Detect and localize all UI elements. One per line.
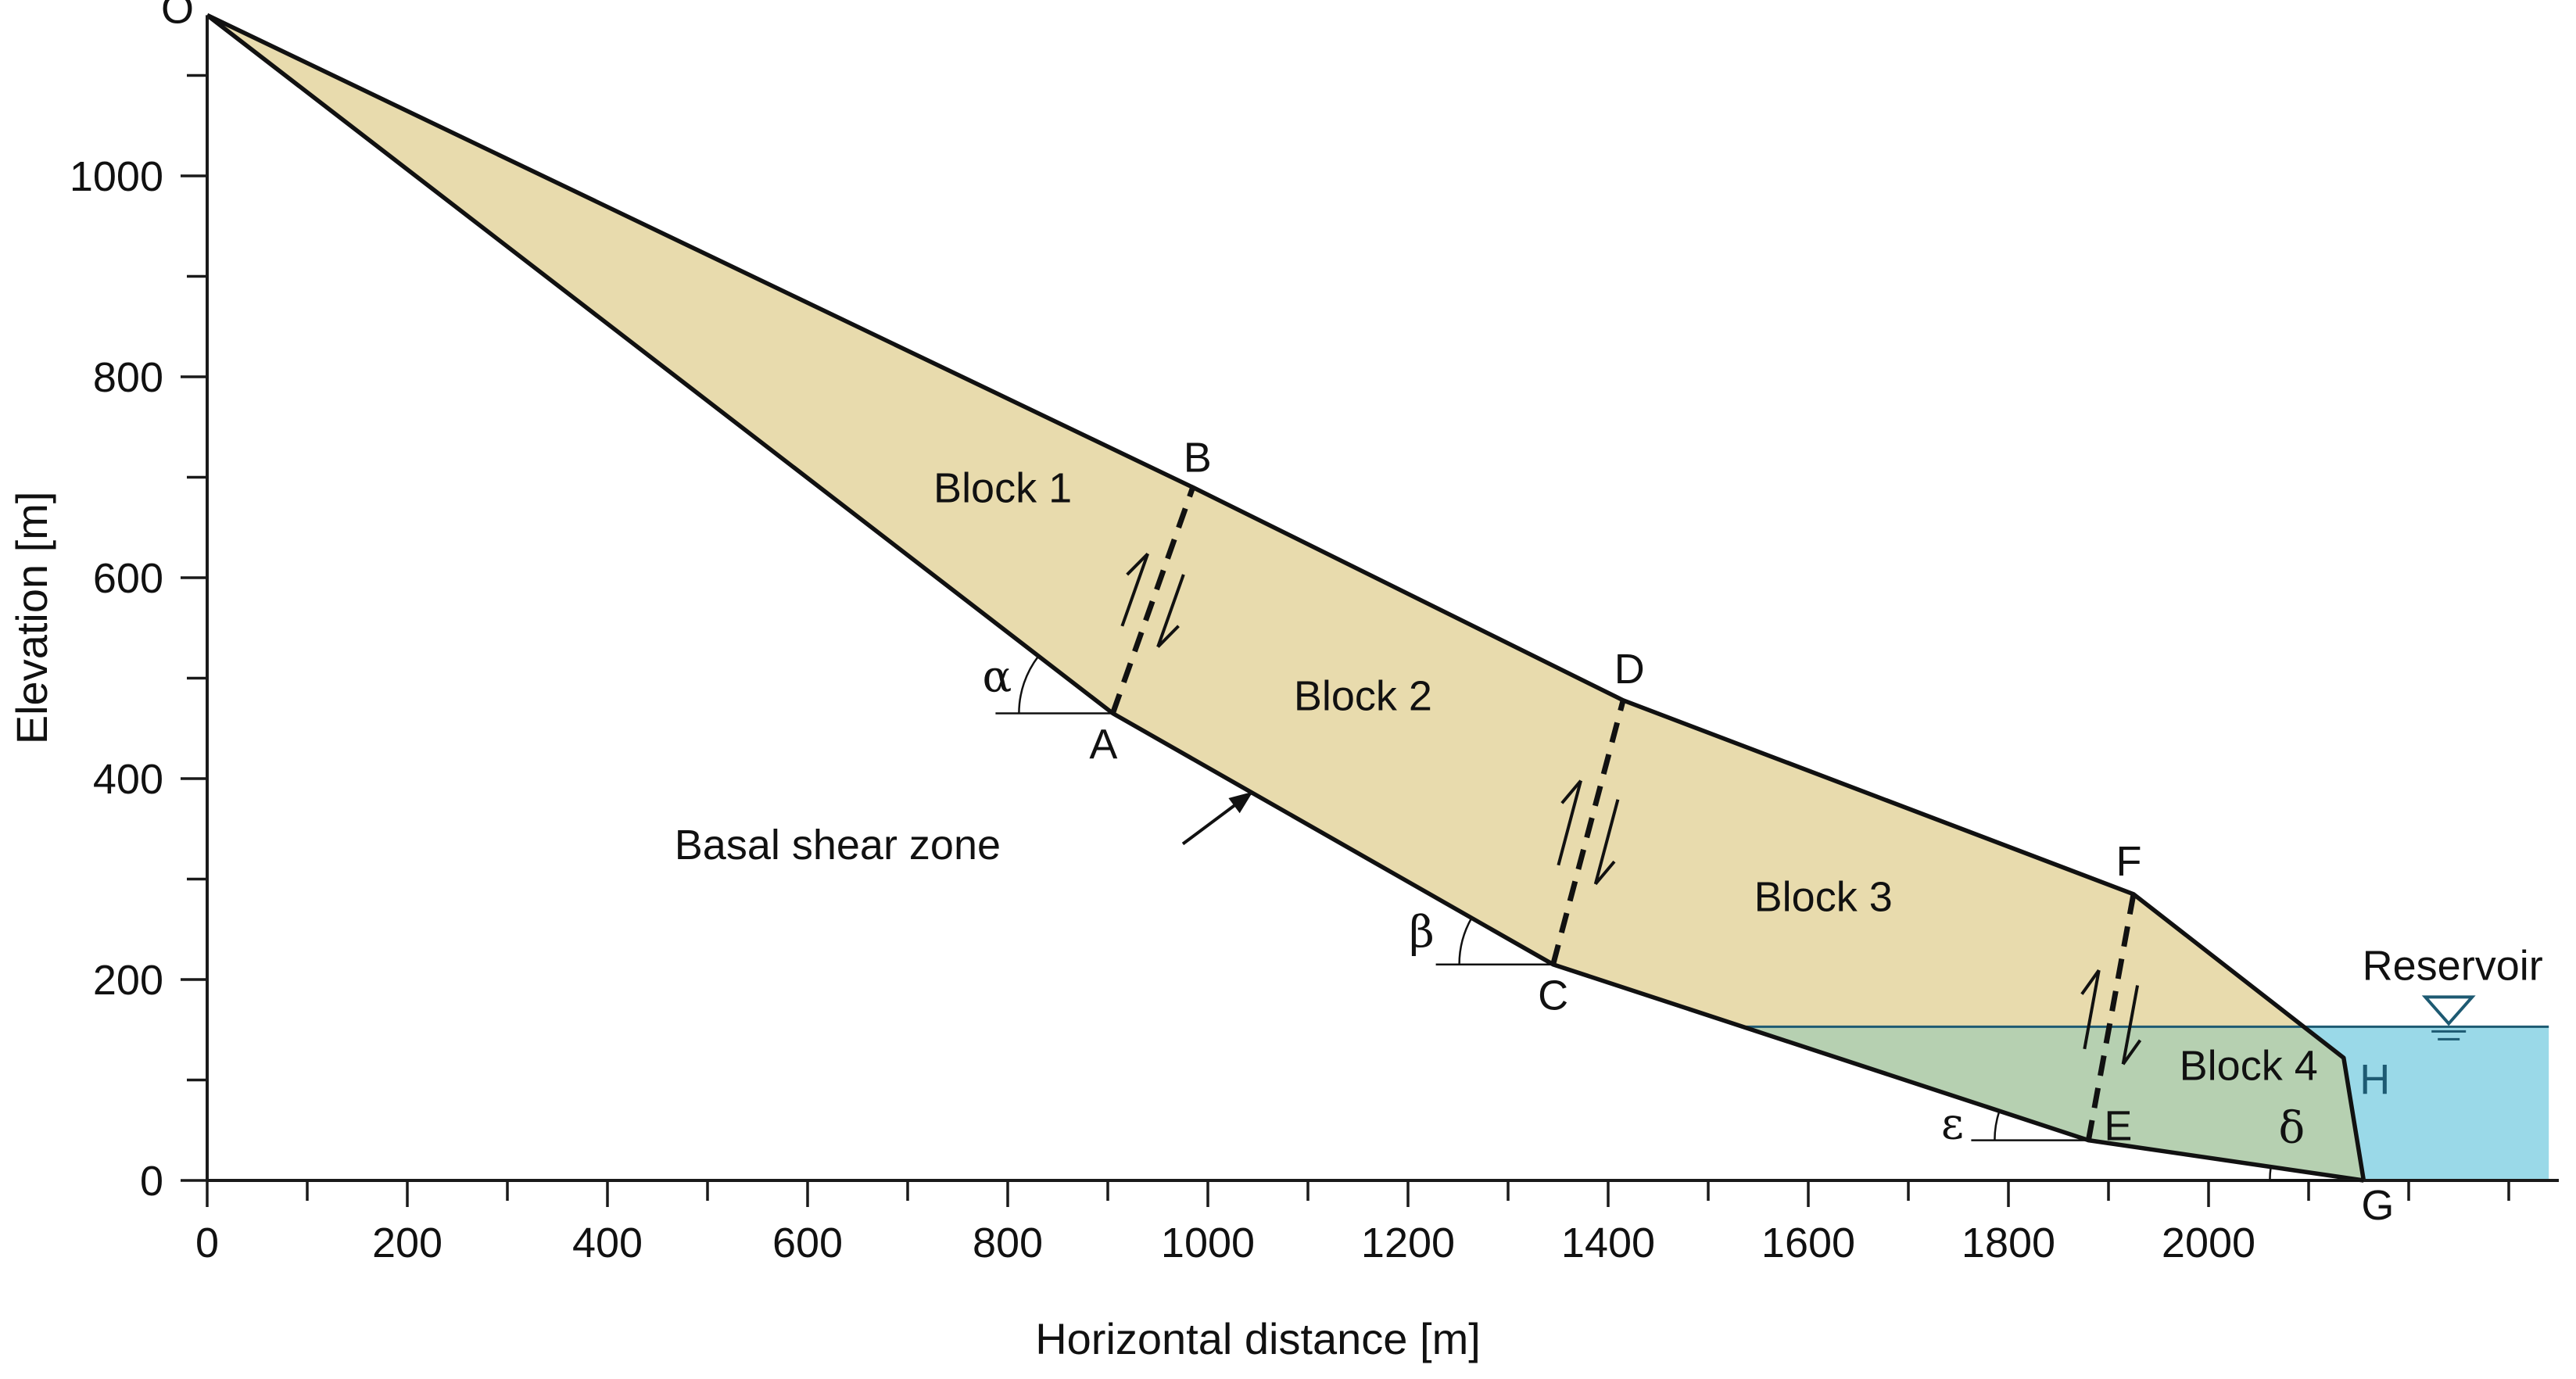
angle-alpha-arc — [1018, 655, 1040, 714]
fault-layer — [1110, 486, 2142, 1141]
y-tick-label: 400 — [93, 756, 163, 803]
basal-shear-zone-label: Basal shear zone — [675, 822, 1001, 869]
x-tick-label: 200 — [372, 1220, 442, 1266]
angle-delta-symbol: δ — [2279, 1103, 2306, 1154]
x-tick-label: 800 — [973, 1220, 1043, 1266]
x-axis-title: Horizontal distance [m] — [1035, 1314, 1481, 1363]
x-tick-label: 600 — [772, 1220, 843, 1266]
x-tick-label: 1800 — [1962, 1220, 2055, 1266]
block-label-4: Block 4 — [2180, 1043, 2318, 1090]
shear-arrow-right — [1120, 553, 1149, 627]
shear-arrow-right-head — [2080, 969, 2101, 995]
point-label-C: C — [1538, 972, 1568, 1019]
angle-layer: α β ε δ — [982, 651, 2364, 1182]
angle-beta-symbol: β — [1409, 908, 1434, 958]
point-label-G: G — [2361, 1182, 2394, 1229]
point-label-H: H — [2359, 1056, 2390, 1103]
y-tick-label: 600 — [93, 555, 163, 602]
reservoir-water-layer — [2303, 1026, 2549, 1180]
point-label-F: F — [2116, 838, 2142, 885]
shear-arrow-left — [1156, 574, 1185, 648]
x-tick-label: 1200 — [1361, 1220, 1455, 1266]
y-tick-label: 800 — [93, 354, 163, 401]
point-label-E: E — [2104, 1103, 2132, 1150]
shear-arrow-left — [1593, 799, 1620, 885]
angle-alpha-symbol: α — [982, 651, 1012, 702]
y-tick-label: 200 — [93, 957, 163, 1004]
point-label-O: O — [161, 0, 194, 32]
shear-arrow-right-head — [1560, 779, 1582, 804]
fault-EF — [2085, 894, 2137, 1141]
shear-arrow-left-head — [2122, 1039, 2142, 1066]
fault-AB — [1110, 486, 1196, 715]
block-label-3: Block 3 — [1754, 874, 1893, 921]
label-layer: O A B C D E F G H Block 1 Block 2 Block 3 Block 4 Bas… — [161, 0, 2543, 1229]
landslide-submerged-body — [1743, 1026, 2364, 1180]
shear-arrow-left — [2121, 985, 2140, 1065]
water-level-icon — [2421, 995, 2476, 1026]
angle-beta-arc — [1458, 917, 1473, 965]
shear-arrow-right — [2083, 969, 2101, 1050]
angle-epsilon-symbol: ε — [1941, 1099, 1964, 1150]
x-tick-label: 1400 — [1561, 1220, 1655, 1266]
shear-arrow-right — [1557, 780, 1582, 866]
shear-arrow-left-head — [1156, 625, 1180, 648]
fault-CD — [1550, 699, 1626, 965]
reservoir-water — [2303, 1026, 2549, 1180]
x-tick-label: 2000 — [2162, 1220, 2255, 1266]
landslide-body-layer — [206, 13, 2549, 1183]
reservoir-label: Reservoir — [2363, 942, 2543, 989]
point-label-B: B — [1184, 434, 1212, 481]
axes-layer: 0 200 400 600 800 1000 1200 1400 1600 1800 2000 0 20… — [7, 15, 2559, 1363]
x-tick-label: 400 — [572, 1220, 643, 1266]
block-label-2: Block 2 — [1294, 673, 1432, 720]
annotation-arrow-head — [1228, 791, 1253, 814]
angle-epsilon-arc — [1994, 1110, 2001, 1141]
y-tick-label: 1000 — [70, 153, 163, 200]
ground-surface-outline — [206, 13, 2366, 1181]
x-tick-label: 1000 — [1161, 1220, 1255, 1266]
x-tick-label: 1600 — [1761, 1220, 1855, 1266]
y-axis-title: Elevation [m] — [7, 492, 56, 745]
y-tick-label: 0 — [140, 1158, 163, 1205]
x-tick-label: 0 — [195, 1220, 219, 1266]
point-label-A: A — [1089, 721, 1117, 768]
block-label-1: Block 1 — [933, 465, 1072, 512]
shear-arrow-left-head — [1594, 860, 1616, 886]
point-label-D: D — [1614, 646, 1645, 693]
shear-arrow-right-head — [1126, 552, 1149, 576]
